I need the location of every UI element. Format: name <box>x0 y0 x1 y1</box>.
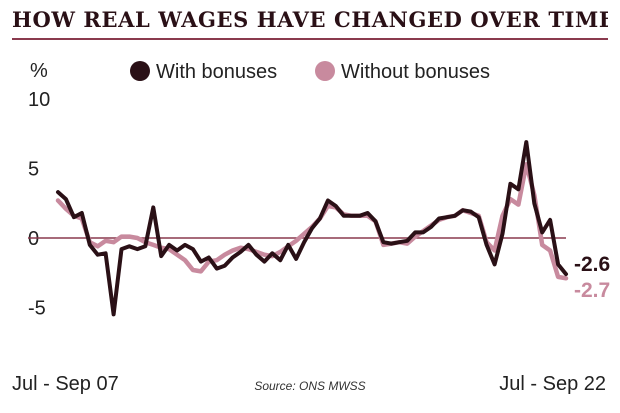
y-tick-label: 0 <box>28 228 39 250</box>
y-tick-label: 10 <box>28 89 50 111</box>
source-note: Source: ONS MWSS <box>254 379 365 393</box>
chart-title: HOW REAL WAGES HAVE CHANGED OVER TIME <box>12 7 608 32</box>
x-tick-end: Jul - Sep 22 <box>499 373 606 395</box>
y-ticks: 10 5 0 -5 <box>28 89 50 320</box>
legend-label-without-bonuses: Without bonuses <box>341 61 490 83</box>
x-tick-start: Jul - Sep 07 <box>12 373 119 395</box>
y-tick-label: 5 <box>28 159 39 181</box>
y-axis-label: % <box>30 60 48 82</box>
legend: With bonuses Without bonuses <box>130 61 490 83</box>
legend-marker-with-bonuses <box>130 61 150 81</box>
title-rule <box>12 38 608 40</box>
end-label-with-bonuses: -2.6 <box>574 253 610 276</box>
legend-marker-without-bonuses <box>315 61 335 81</box>
series-line-with-bonuses <box>56 140 568 317</box>
legend-label-with-bonuses: With bonuses <box>156 61 277 83</box>
end-label-without-bonuses: -2.7 <box>574 279 610 302</box>
y-tick-label: -5 <box>28 298 46 320</box>
series-line-without-bonuses <box>55 162 569 281</box>
series-lines <box>55 140 569 317</box>
